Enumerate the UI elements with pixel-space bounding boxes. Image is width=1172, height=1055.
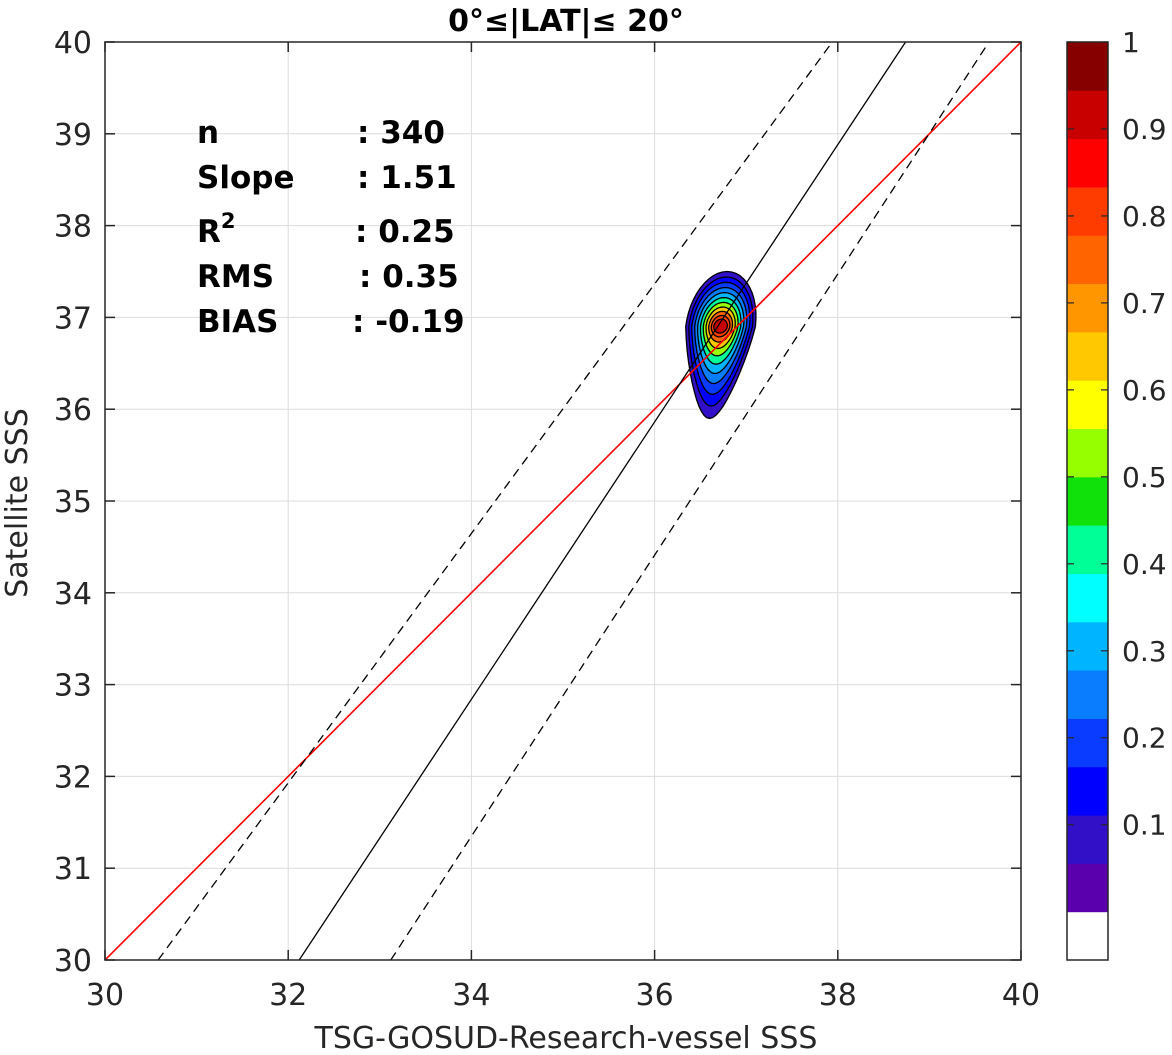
y-tick-label: 40: [54, 26, 92, 61]
colorbar-segment: [1067, 186, 1108, 236]
x-axis-label: TSG-GOSUD-Research-vessel SSS: [314, 1021, 818, 1055]
colorbar-tick-label: 0.8: [1122, 200, 1167, 233]
one-to-one-line: [105, 42, 1021, 960]
y-tick-label: 32: [54, 760, 92, 795]
colorbar-tick-label: 0.1: [1122, 809, 1167, 842]
colorbar-segment: [1067, 815, 1108, 864]
colorbar-segment: [1067, 42, 1108, 91]
colorbar-segment: [1067, 911, 1108, 961]
x-tick-label: 36: [636, 978, 674, 1013]
colorbar-segment: [1067, 283, 1108, 333]
grid-lines: [104, 41, 1022, 961]
colorbar-frame: [1066, 41, 1109, 961]
x-tick-label: 38: [819, 978, 857, 1013]
y-tick-label: 37: [54, 301, 92, 336]
stat-r2-sup: 2: [221, 209, 236, 233]
stat-slope-key: Slope: [197, 160, 294, 196]
stat-r2-key: R2: [197, 209, 236, 250]
y-tick-labels: 30 31 32 33 34 35 36 37 38 39 40: [54, 26, 92, 979]
x-tick-label: 30: [86, 978, 124, 1013]
y-tick-label: 33: [54, 669, 92, 704]
y-tick-label: 34: [54, 577, 92, 612]
upper-bound-line: [157, 42, 833, 960]
colorbar-tick-label: 0.4: [1122, 548, 1167, 581]
stat-bias-key: BIAS: [197, 304, 278, 340]
colorbar-segment: [1067, 235, 1108, 285]
colorbar-segment: [1067, 428, 1108, 478]
stats-box: n : 340 Slope : 1.51 R2 : 0.25 RMS : 0.3…: [197, 115, 465, 340]
density-contour: [713, 318, 729, 334]
axis-ticks: [104, 41, 1022, 961]
colorbar-segment: [1067, 670, 1108, 719]
stat-bias-value: : -0.19: [352, 304, 465, 340]
y-tick-label: 30: [54, 944, 92, 979]
colorbar-tick-label: 0.9: [1122, 113, 1167, 146]
y-tick-label: 35: [54, 485, 92, 520]
stat-r2-base: R: [197, 214, 221, 250]
stat-slope-value: : 1.51: [357, 160, 457, 196]
colorbar-labels: 0.1 0.2 0.3 0.4 0.5 0.6 0.7 0.8 0.9 1: [1067, 26, 1167, 842]
y-tick-label: 31: [54, 852, 92, 887]
colorbar-tick-label: 0.5: [1122, 461, 1167, 494]
stat-rms-key: RMS: [197, 259, 274, 295]
colorbar-segment: [1067, 863, 1108, 913]
colorbar-tick-label: 0.3: [1122, 635, 1167, 668]
x-tick-label: 32: [269, 978, 307, 1013]
y-axis-label: Satellite SSS: [0, 408, 35, 598]
fit-lines: [105, 42, 1021, 960]
colorbar-segment: [1067, 718, 1108, 768]
colorbar-segment: [1067, 380, 1108, 430]
colorbar-tick-label: 0.7: [1122, 287, 1167, 320]
x-tick-labels: 30 32 34 36 38 40: [86, 978, 1040, 1013]
x-tick-label: 34: [452, 978, 490, 1013]
colorbar-segment: [1067, 331, 1108, 381]
chart-title: 0°≤|LAT|≤ 20°: [448, 4, 684, 39]
colorbar: [1067, 42, 1108, 961]
colorbar-tick-label: 1: [1122, 26, 1140, 59]
lower-bound-line: [390, 42, 990, 960]
y-tick-label: 36: [54, 393, 92, 428]
y-tick-label: 38: [54, 210, 92, 245]
regression-line: [298, 42, 907, 960]
colorbar-segment: [1067, 476, 1108, 526]
stat-n-key: n: [197, 115, 219, 151]
density-contours: [685, 270, 757, 420]
colorbar-tick-label: 0.6: [1122, 374, 1167, 407]
colorbar-segment: [1067, 573, 1108, 623]
colorbar-segment: [1067, 138, 1108, 188]
stat-rms-value: : 0.35: [359, 259, 459, 295]
colorbar-segment: [1067, 90, 1108, 140]
colorbar-segment: [1067, 525, 1108, 574]
colorbar-segment: [1067, 621, 1108, 671]
y-tick-label: 39: [54, 118, 92, 153]
stat-n-value: : 340: [357, 115, 445, 151]
stat-r2-value: : 0.25: [355, 214, 455, 250]
colorbar-segment: [1067, 766, 1108, 816]
colorbar-tick-label: 0.2: [1122, 722, 1167, 755]
x-tick-label: 40: [1002, 978, 1040, 1013]
